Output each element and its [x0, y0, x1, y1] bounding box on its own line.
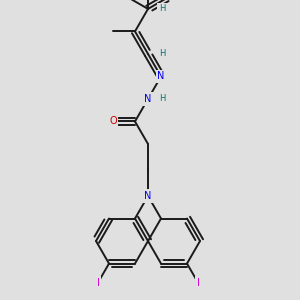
Text: H: H — [159, 4, 166, 14]
Text: N: N — [157, 71, 165, 82]
Text: N: N — [144, 94, 152, 104]
Text: H: H — [159, 50, 166, 58]
Text: I: I — [196, 278, 200, 288]
Text: I: I — [97, 278, 99, 288]
Text: N: N — [144, 191, 152, 201]
Text: H: H — [159, 94, 166, 103]
Text: O: O — [109, 116, 117, 127]
